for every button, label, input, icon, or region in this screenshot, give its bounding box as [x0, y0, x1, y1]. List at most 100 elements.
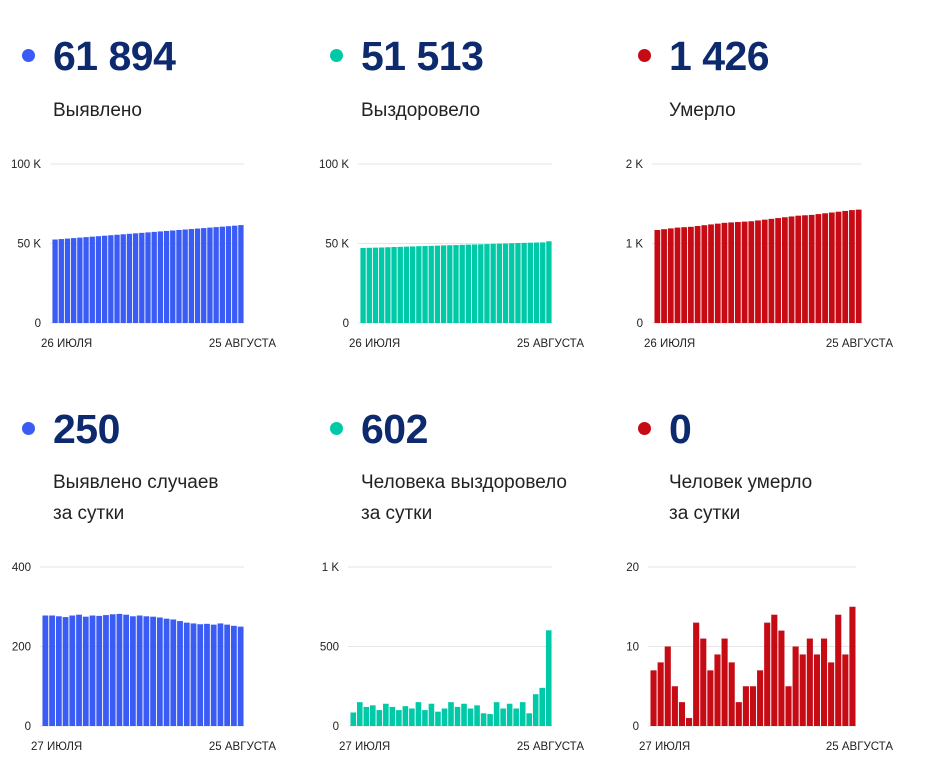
bar — [701, 225, 708, 323]
bar — [422, 710, 428, 726]
bar — [55, 616, 62, 726]
bar — [657, 662, 664, 726]
recovered-daily-label-line-1: Человека выздоровело — [361, 472, 568, 493]
bar — [822, 213, 828, 323]
bar — [781, 217, 788, 323]
x-label-end: 25 АВГУСТА — [517, 741, 584, 753]
bar — [391, 247, 397, 323]
bar — [513, 708, 519, 726]
y-tick-label: 100 K — [11, 159, 41, 171]
bar — [835, 614, 842, 726]
x-label-start: 26 ИЮЛЯ — [644, 338, 695, 350]
bar — [465, 244, 472, 323]
bar — [487, 714, 493, 726]
bar — [64, 238, 71, 323]
bar — [217, 623, 224, 726]
y-tick-label: 10 — [626, 642, 639, 654]
bar — [132, 233, 139, 323]
bar — [506, 703, 513, 726]
bar — [177, 621, 183, 726]
x-label-start: 26 ИЮЛЯ — [41, 338, 92, 350]
bar — [232, 225, 238, 323]
bar — [490, 243, 496, 323]
bar — [502, 243, 509, 323]
confirmed-value: 61 894 — [53, 33, 176, 79]
bar — [126, 233, 133, 323]
x-label-end: 25 АВГУСТА — [517, 338, 584, 350]
bar — [77, 237, 83, 323]
bar — [453, 245, 459, 323]
bar — [755, 220, 761, 323]
y-tick-label: 400 — [12, 562, 31, 574]
deaths-label-line: Умерло — [669, 100, 736, 121]
y-tick-label: 50 K — [17, 239, 41, 251]
bar — [806, 638, 813, 726]
bar — [397, 246, 403, 323]
y-tick-label: 1 K — [322, 562, 340, 574]
deaths-dot — [638, 49, 651, 62]
bar — [416, 246, 422, 323]
bar — [151, 231, 157, 323]
y-tick-label: 20 — [626, 562, 639, 574]
bar — [734, 222, 741, 323]
bar — [163, 618, 170, 726]
bar — [225, 226, 232, 323]
bar — [757, 670, 764, 726]
bar — [69, 615, 76, 726]
bar — [370, 705, 376, 726]
recovered-daily-dot — [330, 422, 343, 435]
confirmed-daily-value: 250 — [53, 406, 120, 452]
bar — [376, 710, 383, 726]
bar — [440, 245, 447, 323]
bar — [454, 706, 461, 726]
deaths-daily-label: Человек умерло за сутки — [669, 467, 812, 529]
bar — [693, 622, 700, 726]
bar — [761, 219, 768, 323]
bar — [428, 703, 435, 726]
bar — [403, 246, 410, 323]
deaths-daily-value: 0 — [669, 406, 692, 452]
bar — [842, 210, 849, 323]
y-tick-label: 0 — [25, 721, 31, 733]
bar — [448, 702, 454, 726]
bar — [213, 227, 219, 323]
bar — [101, 235, 108, 323]
bar — [145, 232, 151, 323]
bar — [219, 226, 225, 323]
bar — [176, 229, 182, 323]
bar — [415, 702, 422, 726]
y-tick-label: 200 — [12, 642, 31, 654]
bar — [532, 694, 539, 726]
bar — [815, 214, 822, 323]
bar — [735, 702, 742, 726]
bar — [114, 234, 120, 323]
bar — [478, 244, 484, 323]
bar — [820, 638, 828, 726]
bar — [533, 242, 540, 323]
bar — [500, 708, 506, 726]
bar — [546, 241, 552, 323]
bar — [356, 702, 363, 726]
bar — [428, 245, 434, 323]
x-label-start: 26 ИЮЛЯ — [349, 338, 400, 350]
bar — [540, 242, 546, 323]
bar — [828, 212, 835, 323]
bar — [210, 624, 217, 726]
deaths-daily-label-line-2: за сутки — [669, 503, 741, 524]
y-tick-label: 1 K — [626, 239, 644, 251]
bar — [459, 244, 465, 323]
bar — [190, 623, 197, 726]
recovered-value: 51 513 — [361, 33, 484, 79]
y-tick-label: 0 — [35, 318, 41, 330]
recovered-daily-label-line-2: за сутки — [361, 503, 433, 524]
bar — [116, 613, 123, 726]
bar — [434, 245, 441, 323]
bar — [366, 247, 372, 323]
bar — [842, 654, 849, 726]
bar — [447, 245, 453, 323]
bar — [728, 222, 735, 323]
bar — [231, 625, 237, 726]
